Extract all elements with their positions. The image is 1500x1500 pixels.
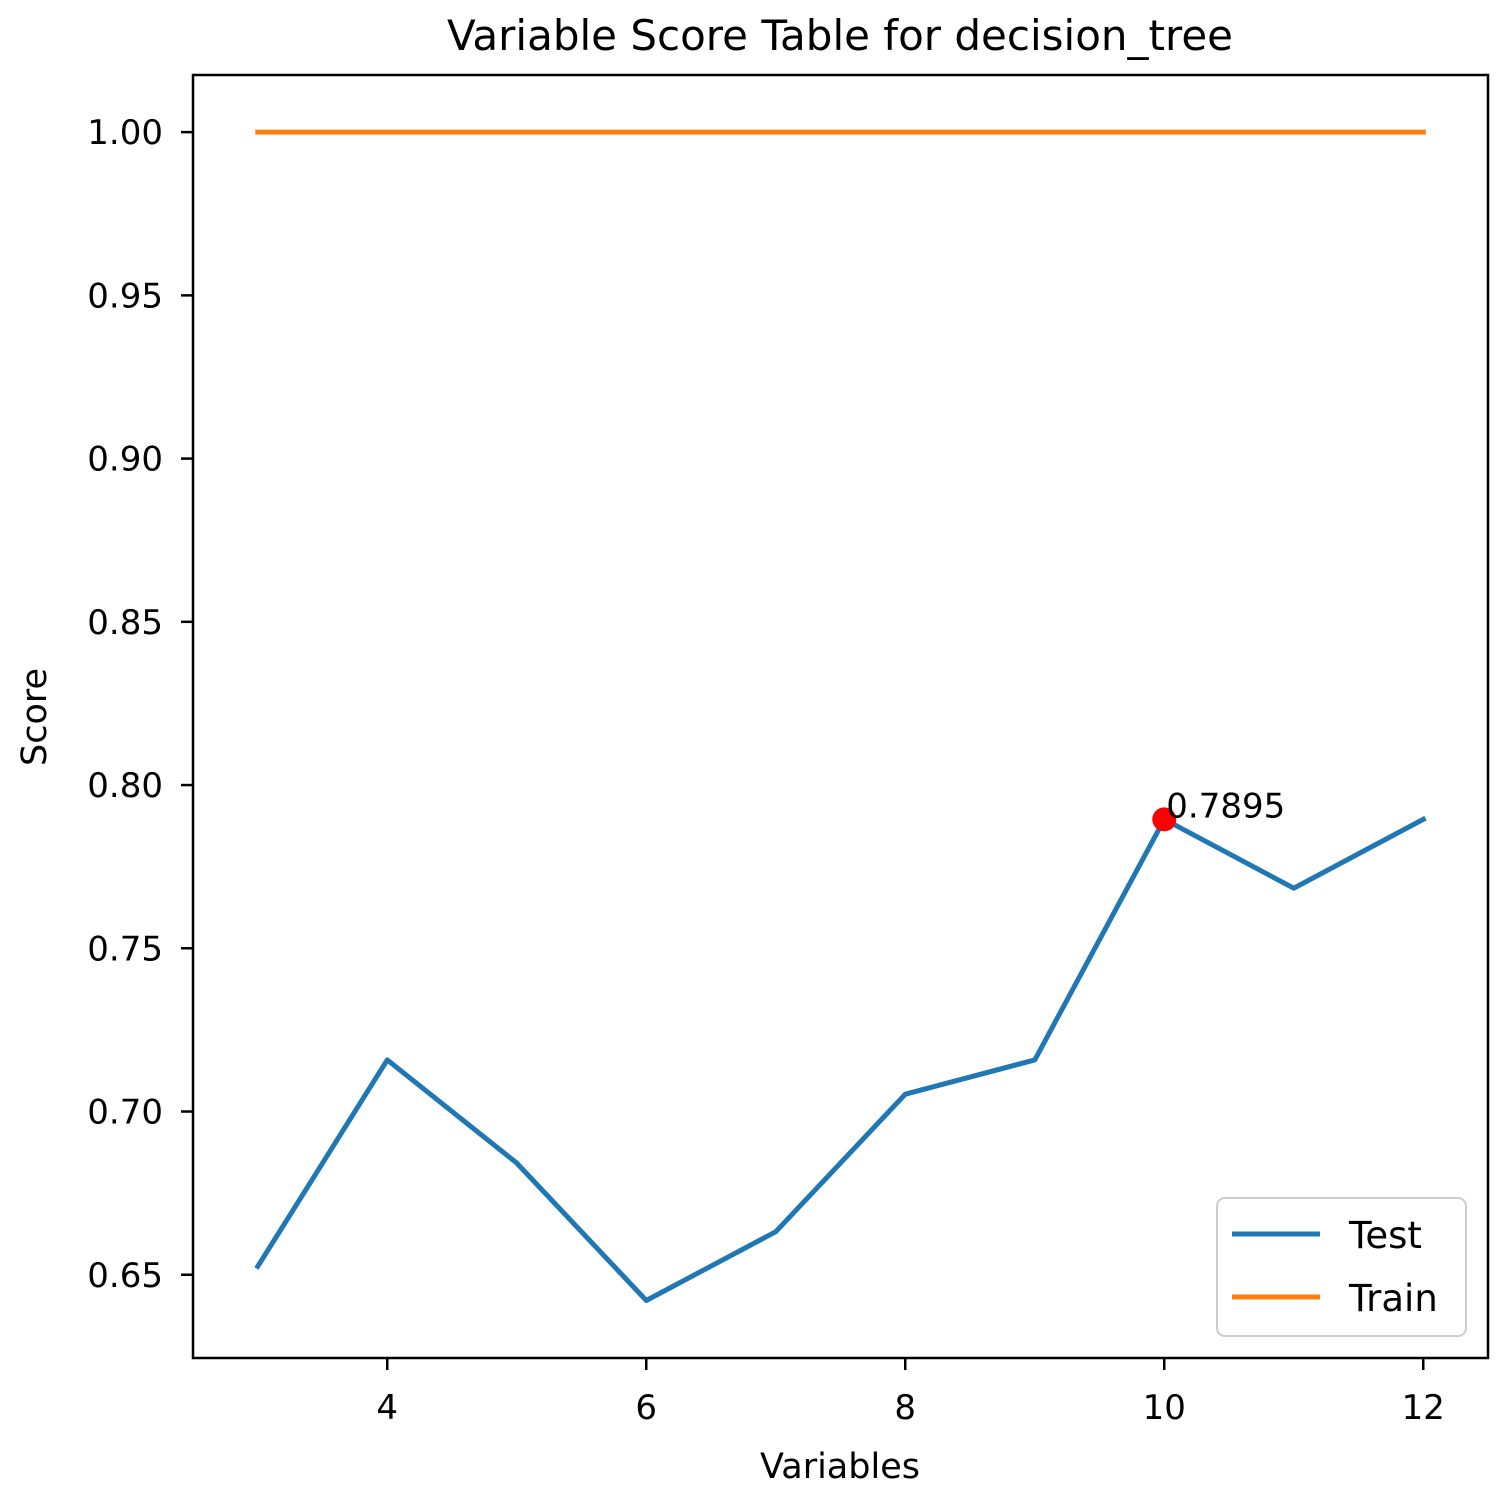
series-line-test xyxy=(254,815,1427,1303)
plot-lines xyxy=(254,129,1427,1303)
legend-label-test: Test xyxy=(1348,1214,1422,1257)
y-tick-label: 1.00 xyxy=(87,113,163,153)
y-tick-label: 0.85 xyxy=(87,603,163,643)
x-axis-title: Variables xyxy=(760,1447,920,1487)
legend-label-train: Train xyxy=(1348,1277,1438,1320)
plot-frame xyxy=(191,73,1490,1360)
y-tick-label: 0.80 xyxy=(87,766,163,806)
best-score-label: 0.7895 xyxy=(1166,786,1285,826)
y-tick-label: 0.95 xyxy=(87,276,163,316)
axis-ticks: 4 6 8 10 12 0.65 0.70 0.75 0.80 0.85 0.90 0.95 1.00 xyxy=(87,113,1445,1428)
x-tick-label: 4 xyxy=(376,1388,398,1428)
y-tick-label: 0.70 xyxy=(87,1093,163,1133)
best-score-marker xyxy=(1152,807,1177,832)
legend: Test Train xyxy=(1216,1197,1467,1337)
x-tick-label: 12 xyxy=(1402,1388,1445,1428)
annotation: 0.7895 xyxy=(1152,786,1285,832)
y-axis-title: Score xyxy=(15,668,55,766)
chart-title: Variable Score Table for decision_tree xyxy=(447,11,1233,60)
x-tick-label: 8 xyxy=(894,1388,916,1428)
x-tick-label: 10 xyxy=(1143,1388,1186,1428)
y-tick-label: 0.65 xyxy=(87,1256,163,1296)
x-tick-label: 6 xyxy=(635,1388,657,1428)
y-tick-label: 0.75 xyxy=(87,929,163,969)
y-tick-label: 0.90 xyxy=(87,440,163,480)
